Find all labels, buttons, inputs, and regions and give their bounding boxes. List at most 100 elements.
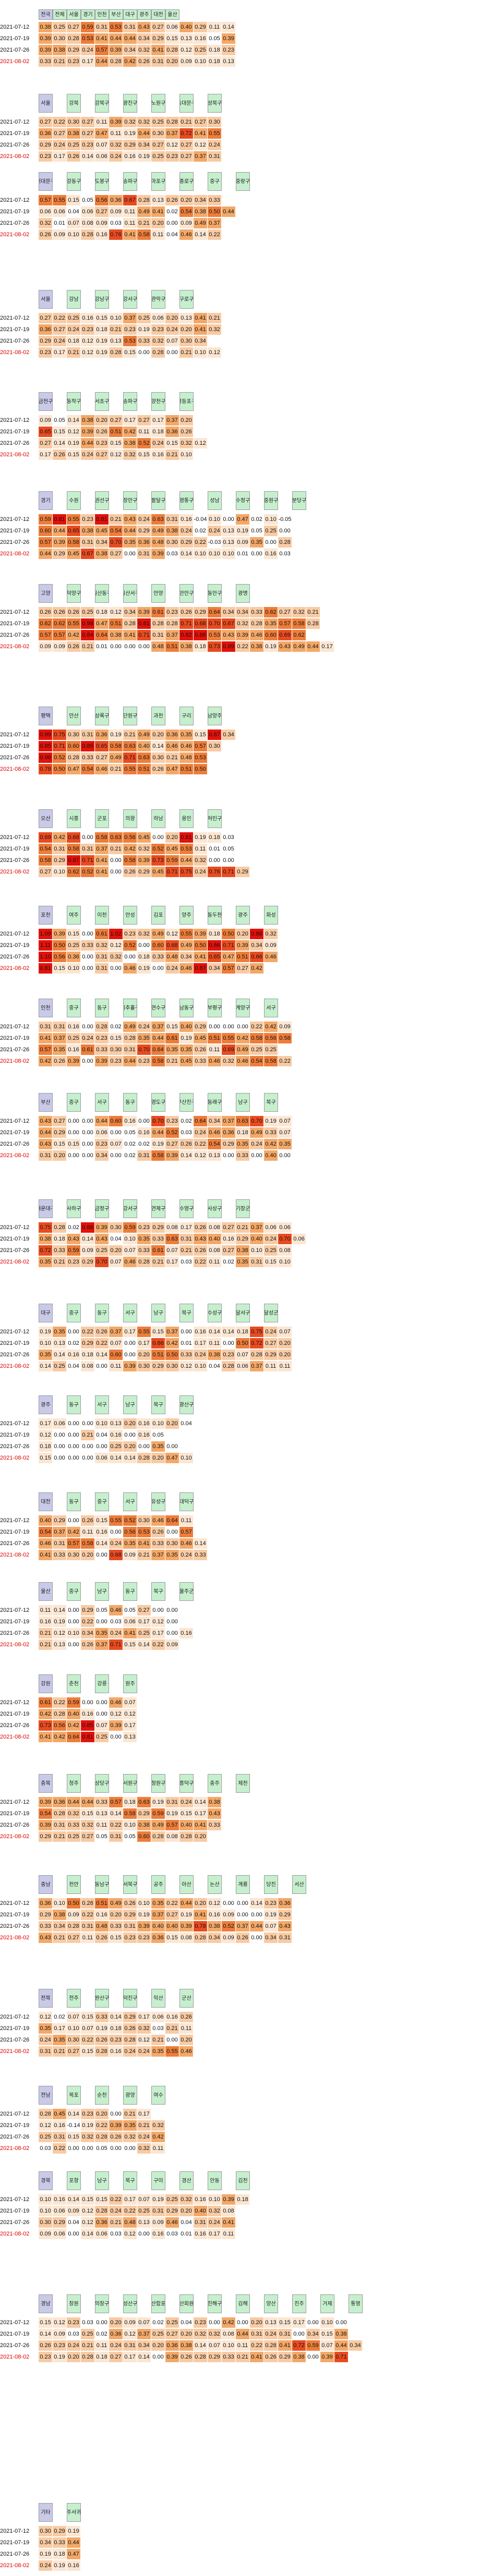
value-cell: 0.23 [194,2317,207,2328]
value-cell: 0.29 [194,22,207,32]
value-cell: 0.37 [95,1639,109,1650]
value-cell: 0.12 [39,1430,52,1440]
value-cell: 0.26 [179,2012,193,2022]
value-cell: 0.00 [208,2317,221,2328]
column-header: 울주군 [179,1582,194,1601]
value-cell: 0.29 [151,1361,165,1371]
value-cell: 0.57 [165,1820,179,1830]
value-cell: 0.32 [137,2143,151,2154]
value-cell: 0.58 [67,844,80,854]
value-cell: 0.22 [81,1910,94,1920]
value-cell: 0.39 [39,45,52,55]
value-cell: 0.20 [278,1338,292,1348]
value-cell: 0.48 [151,537,165,548]
value-cell: 0.24 [137,2132,151,2142]
value-cell: 0.25 [81,607,94,617]
value-cell: 0.81 [137,618,151,629]
value-cell: 0.16 [137,1127,151,1138]
value-cell: 0.15 [165,1022,179,1032]
value-cell: 0.32 [95,940,109,951]
column-header: 상당구 [95,1774,109,1793]
value-cell: 0.32 [123,2132,137,2142]
value-cell: 0.33 [194,1550,207,1560]
value-cell: 0.44 [39,1127,52,1138]
value-cell: 0.01 [53,218,66,228]
value-cell: 0.21 [109,764,123,774]
column-header: 장안구 [123,491,137,510]
value-cell: 0.46 [95,764,109,774]
value-cell: 0.12 [179,1361,193,1371]
date-label: 2021-07-26 [0,338,30,344]
value-cell: 0.33 [151,1538,165,1549]
value-cell: 0.56 [53,1720,66,1731]
value-cell: 0.20 [179,324,193,335]
value-cell: 0.22 [208,229,221,240]
value-cell: 0.33 [179,1350,193,1360]
value-cell: 0.44 [67,1797,80,1807]
value-cell: 0.25 [53,1361,66,1371]
value-cell: 0.00 [306,2317,320,2328]
value-cell: 0.39 [236,940,249,951]
value-cell: 0.51 [179,764,193,774]
value-cell: 0.31 [151,630,165,640]
value-cell: 0.40 [179,22,193,32]
value-cell: 0.44 [67,2537,80,2548]
value-cell: 0.42 [123,427,137,437]
value-cell: 0.30 [137,1361,151,1371]
value-cell: 0.43 [67,1234,80,1244]
value-cell: 0.87 [67,855,80,866]
value-cell: 0.20 [151,1453,165,1463]
value-cell: 0.09 [67,1910,80,1920]
table-block-daejeon: 대전 동구 중구 서구 유성구 대덕구 2021-07-12 0.40 0.29 0.00 0.26… [0,1492,504,1565]
value-cell: 0.22 [250,2340,263,2351]
value-cell: 0.00 [165,1441,179,1452]
value-cell: 0.20 [278,1350,292,1360]
value-cell: 0.35 [53,1044,66,1055]
value-cell: 0.10 [53,867,66,877]
value-cell: 0.41 [194,128,207,139]
value-cell: 0.07 [67,218,80,228]
value-cell: 0.51 [109,618,123,629]
column-header: 강서구 [123,290,137,309]
column-header: 남구 [236,1093,250,1112]
value-cell: 0.12 [81,336,94,346]
column-header: 아산 [179,1875,194,1894]
value-cell: 0.04 [109,1234,123,1244]
value-cell: 0.19 [137,1910,151,1920]
value-cell: 0.36 [165,427,179,437]
value-cell: 0.15 [109,1033,123,1043]
value-cell: 0.38 [81,415,94,426]
value-cell: 0.63 [137,752,151,763]
value-cell: 0.28 [137,195,151,205]
value-cell: 0.58 [109,741,123,751]
value-cell: 0.98 [81,618,94,629]
value-cell: 0.09 [264,940,278,951]
value-cell: 0.37 [151,1550,165,1560]
value-cell: 0.62 [67,867,80,877]
value-cell: 0.30 [67,730,80,740]
value-cell: 0.45 [95,526,109,536]
value-cell: 0.28 [81,229,94,240]
value-cell: 0.37 [151,1022,165,1032]
table-block-seoul-1: 서울강북강북구광진구노원구동대문구성북구2021-07-120.270.220.… [0,94,504,167]
value-cell: 0.26 [67,151,80,162]
value-cell: 0.30 [137,1515,151,1526]
value-cell: 0.34 [53,1921,66,1931]
date-label: 2021-07-26 [0,1630,30,1636]
value-cell: 0.16 [137,1418,151,1429]
value-cell: 0.40 [250,1234,263,1244]
date-label: 2021-07-26 [0,220,30,226]
value-cell: 0.16 [151,449,165,460]
value-cell: 0.44 [236,2329,249,2339]
value-cell: 0.18 [95,607,109,617]
value-cell: 0.22 [278,1056,292,1066]
value-cell: 0.25 [95,1732,109,1742]
value-cell: 0.25 [67,140,80,150]
value-cell: 0.15 [165,33,179,44]
value-cell: 0.21 [53,2046,66,2057]
value-cell: 0.00 [222,1022,235,1032]
value-cell: 0.21 [165,2023,179,2034]
value-cell: 0.35 [165,1550,179,1560]
value-cell: 0.12 [53,1628,66,1638]
value-cell: 0.39 [109,1720,123,1731]
